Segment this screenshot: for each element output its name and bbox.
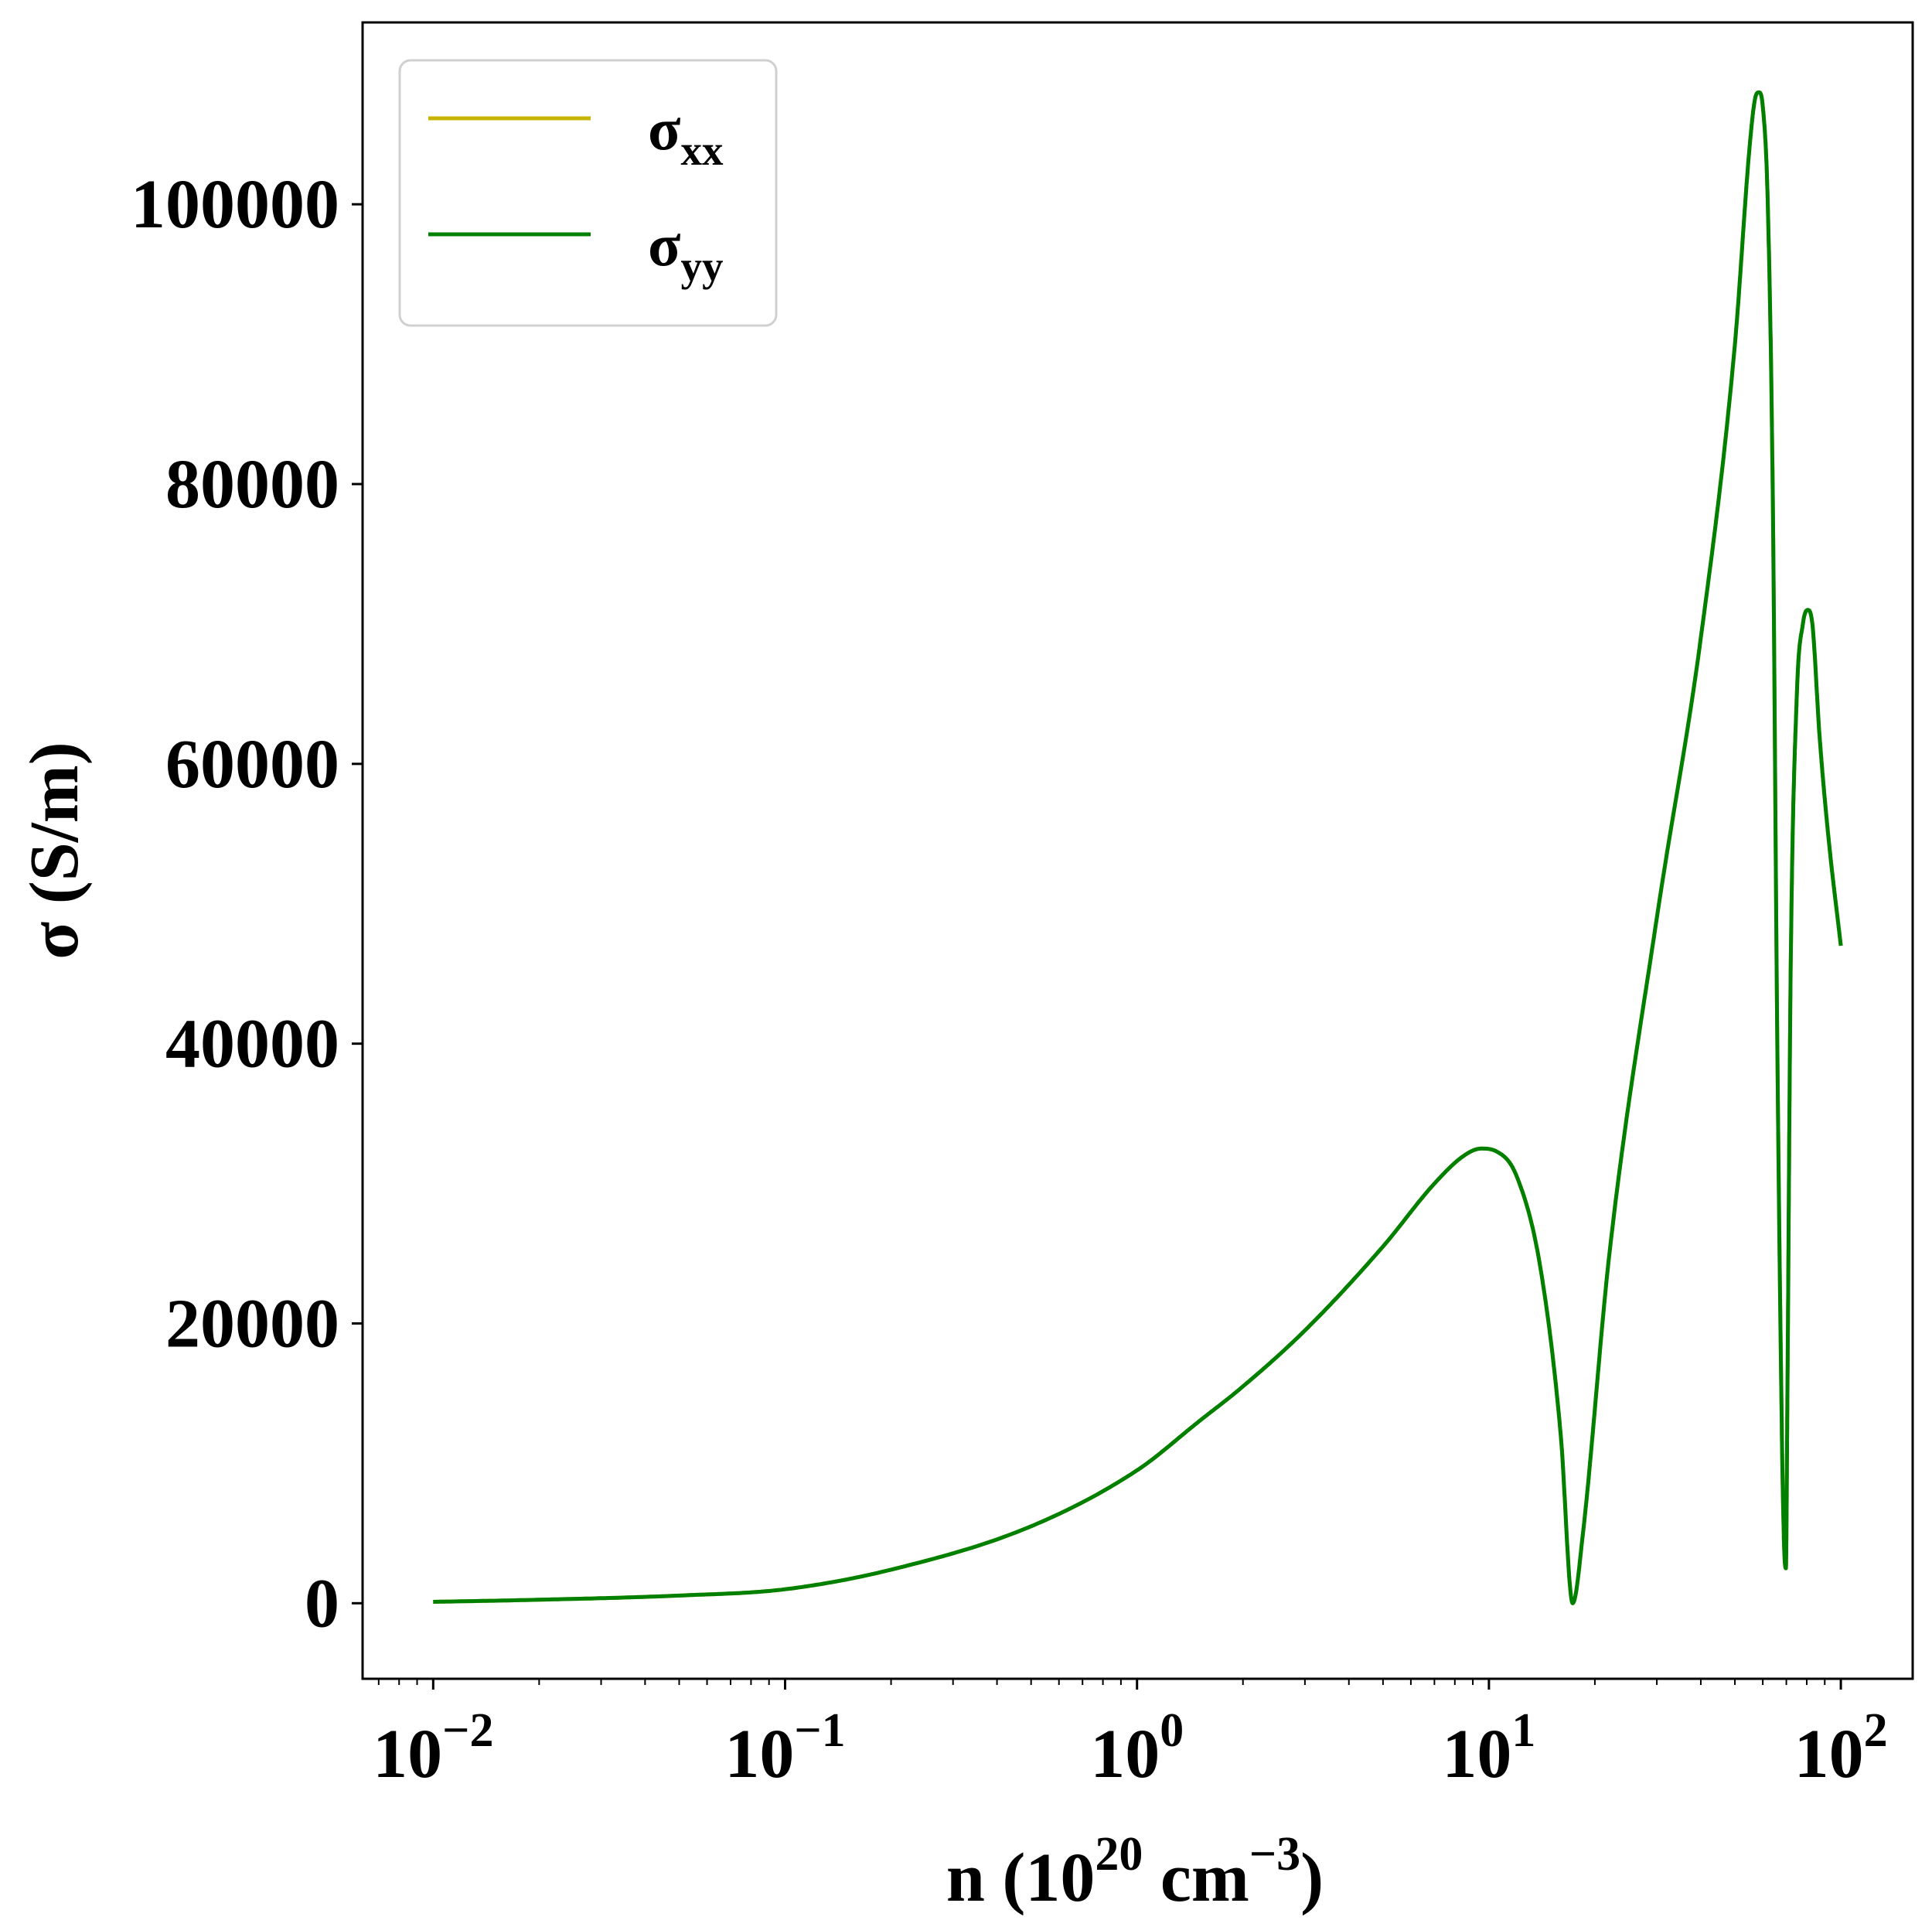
x-axis: 10−2 10−1 100 101 102 bbox=[373, 1679, 1888, 1792]
x-tick-label: 100 bbox=[1090, 1704, 1184, 1792]
y-tick-label: 60000 bbox=[165, 726, 339, 803]
legend-label-syy: σyy bbox=[648, 211, 723, 290]
x-axis-label-mid: cm bbox=[1143, 1840, 1249, 1916]
x-tick-label: 10−2 bbox=[373, 1704, 493, 1792]
y-axis: 0 20000 40000 60000 80000 100000 bbox=[131, 166, 363, 1642]
legend-label-sxx-sub: xx bbox=[680, 127, 724, 174]
y-tick-label: 0 bbox=[305, 1565, 339, 1642]
series-layer bbox=[433, 90, 1843, 1605]
legend-label-sxx-base: σ bbox=[648, 95, 680, 162]
legend-label-syy-base: σ bbox=[648, 211, 680, 278]
legend-label-sxx: σxx bbox=[648, 95, 724, 174]
x-axis-label-exp2: −3 bbox=[1249, 1828, 1300, 1881]
x-axis-label-exp1: 20 bbox=[1095, 1828, 1143, 1881]
x-tick-label: 101 bbox=[1442, 1704, 1535, 1792]
series-line-syy bbox=[433, 90, 1843, 1605]
x-tick-label: 10−1 bbox=[724, 1704, 845, 1792]
y-tick-label: 40000 bbox=[165, 1006, 339, 1083]
x-axis-label-prefix: n (10 bbox=[946, 1840, 1095, 1916]
y-axis-label: σ (S/m) bbox=[16, 742, 93, 959]
legend: σxx σyy bbox=[398, 59, 778, 327]
y-tick-label: 80000 bbox=[165, 446, 339, 523]
y-tick-label: 20000 bbox=[165, 1285, 339, 1362]
y-tick-label: 100000 bbox=[131, 166, 339, 243]
legend-box bbox=[398, 59, 778, 327]
x-axis-label-suffix: ) bbox=[1300, 1840, 1324, 1916]
x-axis-label: n (1020 cm−3) bbox=[946, 1828, 1324, 1916]
legend-label-syy-sub: yy bbox=[680, 243, 723, 290]
x-tick-label: 102 bbox=[1794, 1704, 1888, 1792]
